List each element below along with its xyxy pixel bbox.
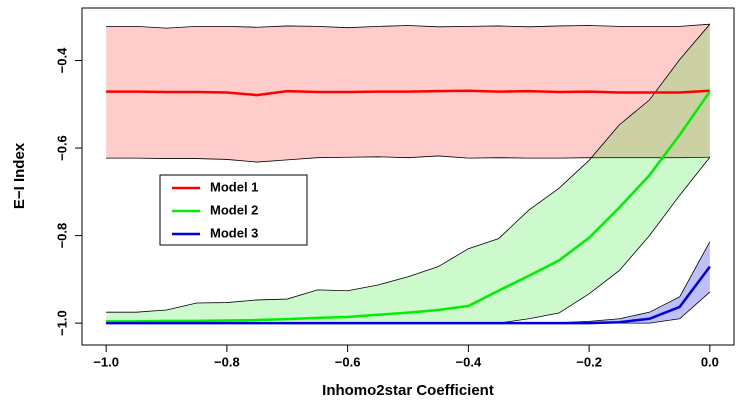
x-axis-title: Inhomo2star Coefficient — [322, 382, 494, 399]
x-tick-label: −0.8 — [214, 354, 240, 369]
legend-label: Model 3 — [210, 225, 258, 240]
x-tick-label: −0.2 — [576, 354, 602, 369]
y-axis-title: E−I Index — [11, 142, 28, 209]
confidence-band — [106, 241, 710, 324]
confidence-band — [106, 24, 710, 324]
confidence-band — [106, 24, 710, 163]
y-tick-label: −1.0 — [54, 310, 69, 336]
plot-frame — [81, 7, 735, 346]
x-tick-label: −1.0 — [93, 354, 119, 369]
series-line — [106, 90, 711, 323]
legend-label: Model 1 — [210, 179, 258, 194]
y-tick-label: −0.8 — [54, 223, 69, 249]
x-tick-label: −0.6 — [335, 354, 361, 369]
series-line — [106, 265, 711, 325]
y-tick-label: −0.4 — [54, 47, 69, 73]
x-tick-label: −0.4 — [456, 354, 482, 369]
series-line — [106, 89, 710, 97]
band-edge — [106, 23, 711, 313]
band-edge — [106, 23, 710, 29]
x-tick-label: 0.0 — [701, 354, 719, 369]
band-edge — [106, 155, 710, 163]
legend-label: Model 2 — [210, 202, 258, 217]
y-tick-label: −0.6 — [54, 135, 69, 161]
